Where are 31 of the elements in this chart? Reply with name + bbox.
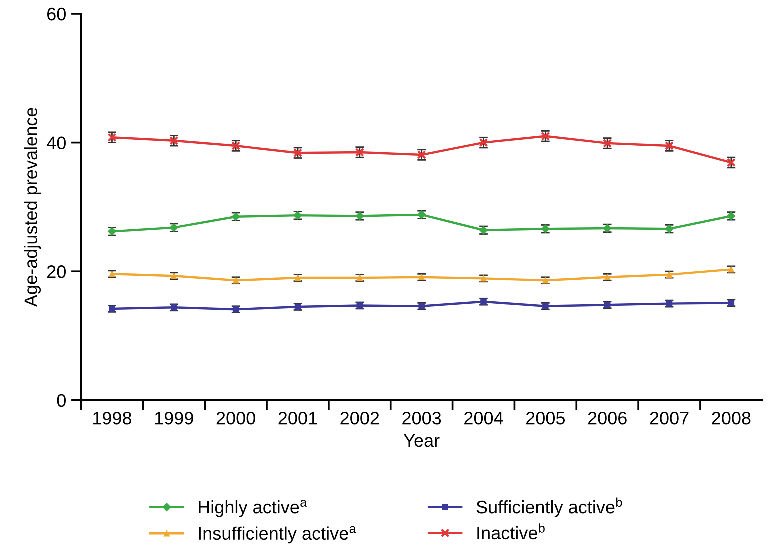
x-tick-label: 2004 (464, 412, 504, 425)
legend-label: Sufficiently active$^{b}$ (476, 498, 622, 518)
point (542, 303, 549, 310)
x-tick-label: 1998 (94, 412, 132, 425)
x-tick-label: 2006 (588, 412, 627, 425)
y-tick-label: 0 (57, 394, 66, 408)
y-axis-title: Age-adjusted prevalence (24, 108, 42, 308)
legend-label: Inactive$^{b}$ (478, 524, 545, 540)
x-axis-title: Year (404, 434, 440, 448)
legend-label: Highly active$^{a}$ (199, 500, 308, 518)
point (109, 271, 116, 278)
x-tick-label: 2005 (526, 412, 565, 425)
point (418, 303, 425, 310)
point (480, 298, 487, 305)
y-tick-label: 20 (48, 266, 66, 278)
point (171, 272, 178, 280)
x-tick-label: 2001 (278, 412, 318, 425)
x-tick-label: 2003 (402, 412, 442, 425)
point (418, 274, 425, 281)
point (542, 277, 549, 284)
x-tick-label: 2002 (340, 412, 380, 425)
x-tick-label: 1999 (155, 412, 194, 425)
y-tick-label: 40 (47, 136, 66, 150)
y-tick-label: 60 (48, 8, 66, 21)
point (480, 276, 487, 282)
point (171, 304, 178, 311)
x-tick-label: 2000 (216, 412, 256, 425)
x-tick-label: 2008 (712, 412, 751, 425)
legend-label: Insufficiently active$^{a}$ (199, 526, 356, 544)
point (109, 306, 116, 312)
x-tick-label: 2007 (650, 412, 689, 425)
